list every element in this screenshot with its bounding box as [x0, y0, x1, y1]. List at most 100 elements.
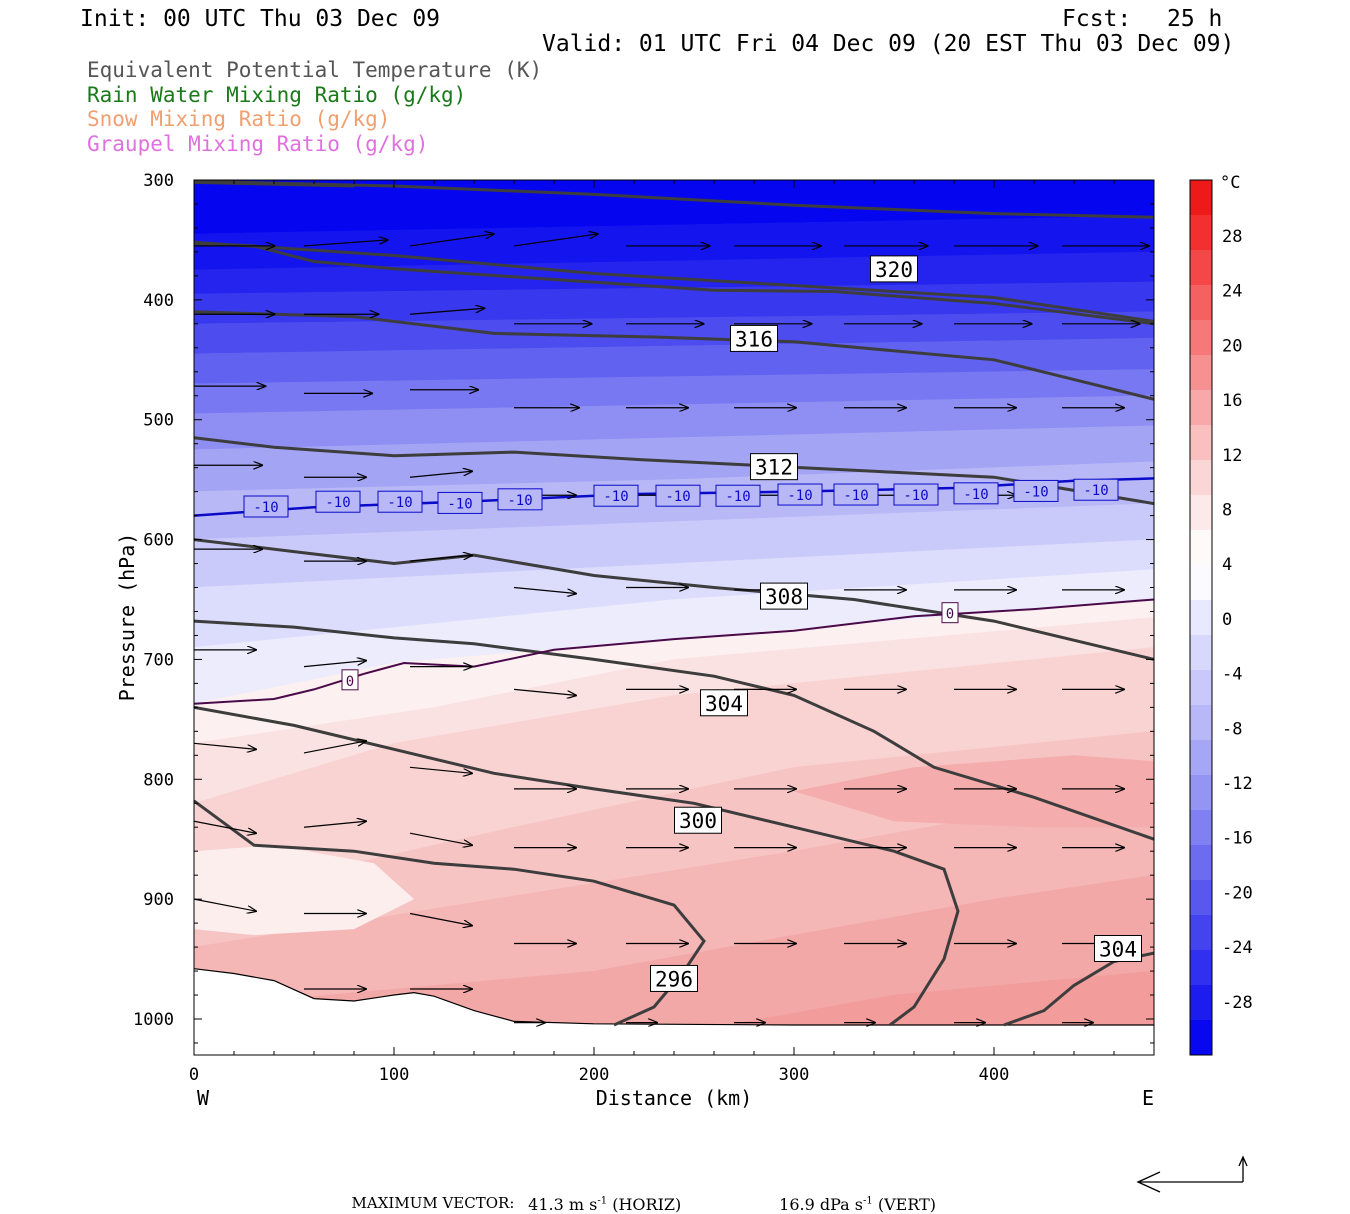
- isotherm-minus10-label: -10: [1083, 483, 1108, 499]
- colorbar-tick-label: -4: [1222, 665, 1242, 685]
- colorbar-swatch: [1190, 565, 1212, 601]
- wind-vector: [409, 766, 472, 773]
- colorbar-unit: °C: [1220, 173, 1240, 193]
- y-tick-label: 1000: [133, 1010, 174, 1030]
- isotherm-minus10-label-box: [243, 495, 289, 518]
- x-tick-label: 300: [779, 1065, 810, 1085]
- isotherm-0-label-box: [941, 602, 959, 624]
- colorbar-swatch: [1190, 845, 1212, 881]
- theta-e-contour: [194, 619, 1154, 841]
- horiz-suffix: (HORIZ): [612, 1195, 682, 1214]
- wind-vector: [409, 832, 472, 845]
- y-tick-label: 700: [143, 650, 174, 670]
- colorbar-swatch: [1190, 1020, 1212, 1056]
- temperature-band: [194, 215, 1154, 271]
- valid-time: Valid: 01 UTC Fri 04 Dec 09 (20 EST Thu …: [542, 31, 1235, 57]
- theta-e-label: 296: [655, 967, 693, 991]
- isotherm-minus10-label: -10: [725, 489, 750, 505]
- colorbar-swatch: [1190, 775, 1212, 811]
- isotherm-minus10-label-box: [833, 483, 879, 506]
- isotherm-minus10-label-box: [777, 483, 823, 506]
- colorbar-tick-label: -12: [1222, 774, 1253, 794]
- horiz-exponent: -1: [597, 1195, 608, 1207]
- east-label: E: [1142, 1086, 1154, 1110]
- y-tick-label: 300: [143, 171, 174, 191]
- isotherm-minus10-label-box: [893, 483, 939, 506]
- forecast-hours: 25 h: [1167, 6, 1223, 32]
- terrain-fill: [194, 968, 1154, 1055]
- wind-vector: [409, 308, 484, 315]
- west-label: W: [197, 1086, 210, 1110]
- wind-vector: [303, 240, 388, 247]
- colorbar-swatch: [1190, 425, 1212, 461]
- temperature-band: [194, 539, 1154, 648]
- colorbar-tick-label: 24: [1222, 282, 1242, 302]
- vert-exponent: -1: [863, 1195, 873, 1207]
- colorbar-swatch: [1190, 810, 1212, 846]
- y-tick-label: 900: [143, 890, 174, 910]
- y-axis-title: Pressure (hPa): [115, 533, 139, 702]
- wind-vector: [409, 471, 472, 478]
- colorbar-swatch: [1190, 495, 1212, 531]
- wind-vector: [513, 234, 598, 247]
- x-tick-label: 400: [979, 1065, 1010, 1085]
- isotherm-minus10-label: -10: [963, 487, 988, 503]
- theta-e-label: 312: [755, 456, 793, 480]
- wind-vector: [303, 741, 366, 754]
- wind-vector: [513, 688, 576, 695]
- theta-e-label-box: [760, 582, 808, 610]
- colorbar-swatch: [1190, 635, 1212, 671]
- isotherm-0: [194, 598, 1154, 705]
- isotherm-minus10-label: -10: [325, 495, 350, 511]
- isotherm-minus10-label-box: [377, 490, 423, 513]
- isotherm-minus10-label: -10: [447, 496, 472, 512]
- colorbar-swatch: [1190, 600, 1212, 636]
- colorbar-tick-label: 28: [1222, 227, 1242, 247]
- temperature-band: [194, 337, 1154, 385]
- isotherm-minus10-label: -10: [665, 489, 690, 505]
- colorbar-swatch: [1190, 460, 1212, 496]
- theta-e-label: 304: [1099, 937, 1137, 961]
- vert-vector-value: 16.9 dPa s-1 (VERT): [769, 1176, 936, 1214]
- colorbar-tick-label: 20: [1222, 336, 1242, 356]
- wind-vector: [409, 234, 494, 247]
- init-label: Init: 00 UTC Thu 03 Dec 09: [80, 6, 441, 32]
- theta-e-label: 316: [735, 327, 773, 351]
- x-tick-label: 100: [379, 1065, 410, 1085]
- legend-rain: Rain Water Mixing Ratio (g/kg): [87, 83, 467, 107]
- plot-area: [194, 180, 1154, 1055]
- max-vector-label: MAXIMUM VECTOR:: [351, 1194, 515, 1212]
- colorbar-swatch: [1190, 950, 1212, 986]
- x-axis-title: Distance (km): [596, 1086, 753, 1110]
- temperature-band: [194, 395, 1154, 450]
- colorbar-tick-label: -28: [1222, 993, 1253, 1013]
- isotherm-minus10-label-box: [655, 484, 701, 507]
- x-tick-label: 200: [579, 1065, 610, 1085]
- theta-e-label-box: [730, 324, 778, 352]
- wind-vector: [303, 661, 366, 668]
- isotherm-minus10-label-box: [1073, 478, 1119, 501]
- wind-vector: [513, 586, 576, 594]
- legend-snow: Snow Mixing Ratio (g/kg): [87, 107, 391, 131]
- theta-e-label-box: [650, 964, 698, 992]
- legend-theta-e: Equivalent Potential Temperature (K): [87, 58, 543, 82]
- colorbar-frame: [1189, 179, 1213, 1056]
- y-tick-label: 500: [143, 411, 174, 431]
- x-tick-label: 0: [189, 1065, 199, 1085]
- theta-e-label-box: [750, 453, 798, 481]
- colorbar-swatch: [1190, 985, 1212, 1021]
- forecast-label: Fcst:: [1062, 6, 1132, 32]
- colorbar-tick-label: -8: [1222, 719, 1242, 739]
- isotherm-minus10-label-box: [497, 488, 543, 511]
- legend-graupel: Graupel Mixing Ratio (g/kg): [87, 132, 429, 156]
- wind-vector: [194, 820, 256, 833]
- colorbar-swatch: [1190, 285, 1212, 321]
- colorbar-swatch: [1190, 215, 1212, 251]
- colorbar-tick-label: 4: [1222, 555, 1232, 575]
- theta-e-label: 308: [765, 585, 803, 609]
- colorbar-swatch: [1190, 355, 1212, 391]
- theta-e-label: 300: [679, 809, 717, 833]
- isotherm-minus10-label-box: [953, 482, 999, 505]
- max-vector-text: MAXIMUM VECTOR:: [342, 1176, 515, 1212]
- isotherm-minus10-label-box: [715, 484, 761, 507]
